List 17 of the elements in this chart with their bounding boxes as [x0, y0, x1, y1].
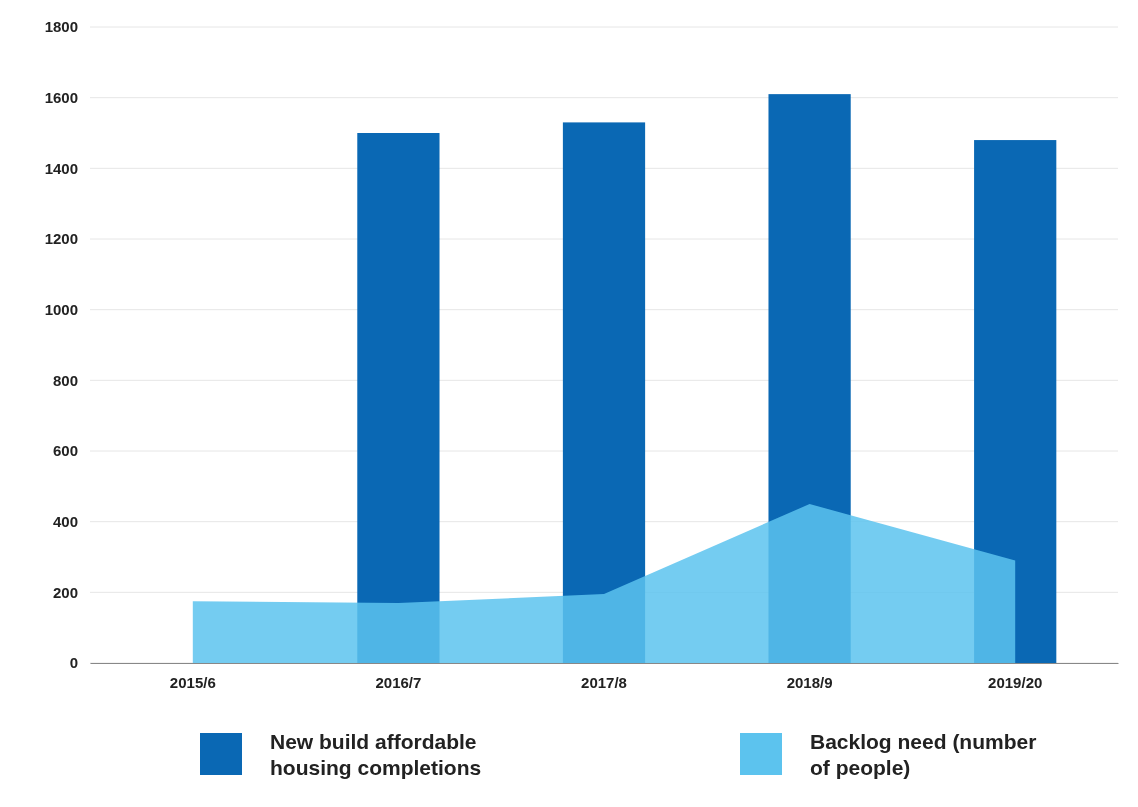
x-tick-label: 2017/8 — [581, 673, 627, 691]
y-tick-label: 1000 — [44, 300, 78, 318]
y-tick-label: 200 — [52, 583, 78, 601]
y-tick-label: 600 — [52, 442, 78, 460]
x-tick-label: 2019/20 — [988, 673, 1043, 691]
y-tick-label: 800 — [52, 371, 78, 389]
x-tick-label: 2015/6 — [169, 673, 216, 691]
x-tick-label: 2016/7 — [375, 673, 422, 691]
y-tick-label: 1600 — [44, 88, 78, 106]
y-tick-label: 0 — [69, 654, 78, 672]
y-tick-label: 1200 — [44, 230, 78, 248]
legend-label: New build affordable housing completions — [270, 730, 482, 779]
y-tick-label: 1800 — [44, 18, 78, 36]
y-tick-label: 400 — [52, 512, 78, 530]
y-tick-label: 1400 — [44, 159, 78, 177]
legend-label: Backlog need (number of people) — [810, 730, 1037, 779]
x-tick-label: 2018/9 — [786, 673, 833, 691]
